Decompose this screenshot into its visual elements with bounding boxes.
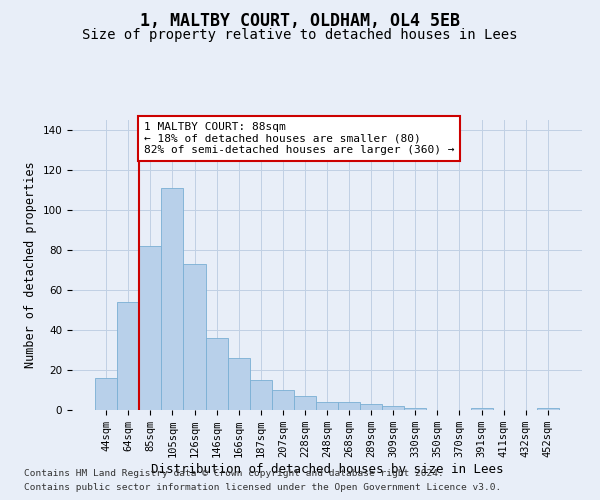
Bar [227, 358, 250, 410]
Text: 1 MALTBY COURT: 88sqm
← 18% of detached houses are smaller (80)
82% of semi-deta: 1 MALTBY COURT: 88sqm ← 18% of detached … [144, 122, 454, 155]
Bar [139, 246, 161, 410]
Bar [404, 408, 427, 410]
Bar [537, 408, 559, 410]
Text: 1, MALTBY COURT, OLDHAM, OL4 5EB: 1, MALTBY COURT, OLDHAM, OL4 5EB [140, 12, 460, 30]
Bar [250, 380, 272, 410]
Bar [117, 302, 139, 410]
Bar [338, 402, 360, 410]
Bar [470, 408, 493, 410]
X-axis label: Distribution of detached houses by size in Lees: Distribution of detached houses by size … [151, 463, 503, 476]
Bar [161, 188, 184, 410]
Bar [95, 378, 117, 410]
Bar [294, 396, 316, 410]
Bar [206, 338, 227, 410]
Bar [360, 404, 382, 410]
Bar [272, 390, 294, 410]
Bar [382, 406, 404, 410]
Bar [184, 264, 206, 410]
Bar [316, 402, 338, 410]
Y-axis label: Number of detached properties: Number of detached properties [24, 162, 37, 368]
Text: Contains public sector information licensed under the Open Government Licence v3: Contains public sector information licen… [24, 484, 501, 492]
Text: Size of property relative to detached houses in Lees: Size of property relative to detached ho… [82, 28, 518, 42]
Text: Contains HM Land Registry data © Crown copyright and database right 2024.: Contains HM Land Registry data © Crown c… [24, 468, 444, 477]
